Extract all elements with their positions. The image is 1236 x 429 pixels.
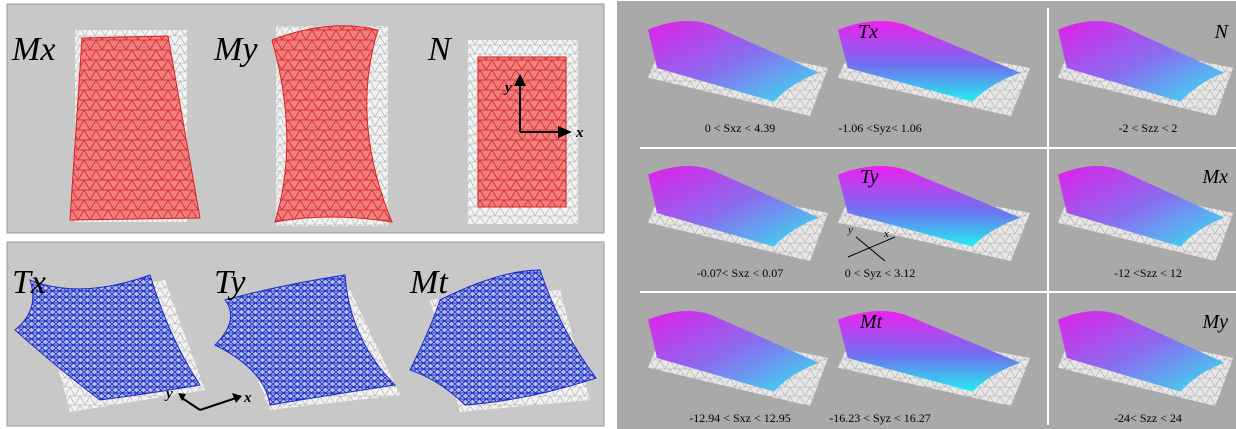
arrow-heads [514,74,572,138]
stress-surface [1058,20,1225,102]
caption: -0.07< Sxz < 0.07 [697,266,784,280]
surface-grid: Tx N 0 < Sxz < 4.39 -1.06 <Syz< 1.06 -2 < Sz… [648,20,1233,425]
caption: -12.94 < Sxz < 12.95 [689,411,791,425]
label: Tx [12,264,46,301]
caption: -24< Szz < 24 [1114,411,1182,425]
caption: 0 < Sxz < 4.39 [705,121,776,135]
mesh-deformed [214,274,397,406]
label: Mt [859,311,883,333]
label: My [1201,311,1228,333]
axis-lines [847,236,896,262]
axis-label: y [164,386,173,402]
axis-label: x [243,390,252,406]
label: N [1214,21,1230,43]
arrow-heads [178,393,242,403]
mesh-deformed [14,274,201,401]
mesh-deformed [69,35,201,221]
caption: -1.06 <Syz< 1.06 [838,121,922,135]
caption: -16.23 < Syz < 16.27 [829,411,931,425]
stress-surface [1058,310,1225,392]
stress-surface [838,20,1021,102]
axis-label: x [883,228,889,240]
axis-arrows [181,397,237,411]
axis-arrows [519,84,562,133]
stress-surface [648,20,819,102]
label: Ty [214,264,246,301]
label: Tx [858,21,878,43]
label: Mt [409,264,449,301]
label: My [213,31,258,68]
caption: 0 < Syz < 3.12 [845,266,916,280]
caption: -2 < Szz < 2 [1119,121,1178,135]
caption: -12 <Szz < 12 [1114,266,1182,280]
label: N [427,31,453,68]
label: Mx [1201,166,1228,188]
label: Ty [860,166,879,188]
stress-surface [1058,165,1225,247]
stress-surface [648,310,819,392]
stress-surface [838,310,1021,392]
axis-label: x [575,125,584,141]
axis-label: y [503,80,512,96]
stress-surface [838,165,1021,247]
axis-label: y [847,224,853,236]
label: Mx [11,31,55,68]
mesh-deformed [271,25,393,223]
stress-surface [648,165,819,247]
mesh-deformed [409,269,597,406]
